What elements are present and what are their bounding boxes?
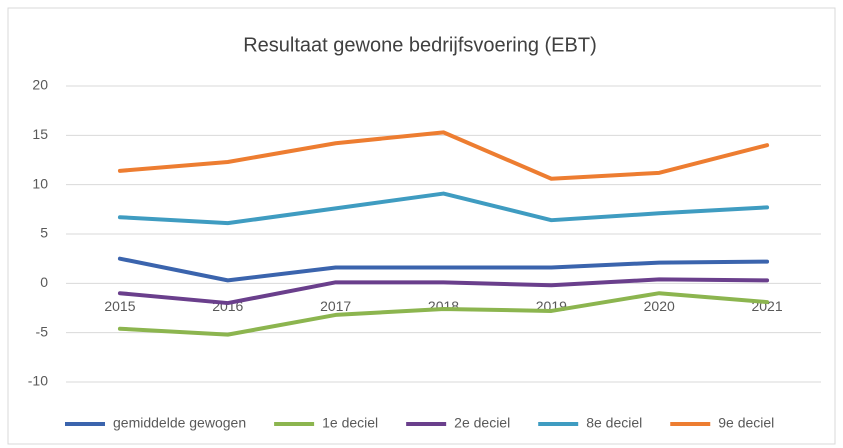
chart-title: Resultaat gewone bedrijfsvoering (EBT): [243, 34, 597, 56]
y-tick-label: -10: [28, 373, 48, 389]
series-line: [117, 191, 770, 226]
y-tick-label: 0: [40, 274, 48, 290]
y-tick-label: 5: [40, 225, 48, 241]
x-tick-label: 2020: [644, 298, 675, 314]
y-tick-label: 20: [32, 77, 48, 93]
series-line: [117, 291, 770, 337]
series-line: [117, 130, 770, 181]
series-line: [117, 277, 770, 306]
y-tick-label: 15: [32, 126, 48, 142]
legend-label: gemiddelde gewogen: [113, 415, 246, 431]
legend-label: 8e deciel: [586, 415, 642, 431]
legend-label: 1e deciel: [322, 415, 378, 431]
x-tick-label: 2018: [428, 298, 459, 314]
series-line: [117, 256, 770, 283]
legend-label: 9e deciel: [718, 415, 774, 431]
y-tick-label: -5: [36, 323, 49, 339]
x-tick-label: 2015: [104, 298, 135, 314]
x-tick-label: 2017: [320, 298, 351, 314]
y-tick-label: 10: [32, 175, 48, 191]
chart-frame: [7, 7, 836, 445]
legend-label: 2e deciel: [454, 415, 510, 431]
